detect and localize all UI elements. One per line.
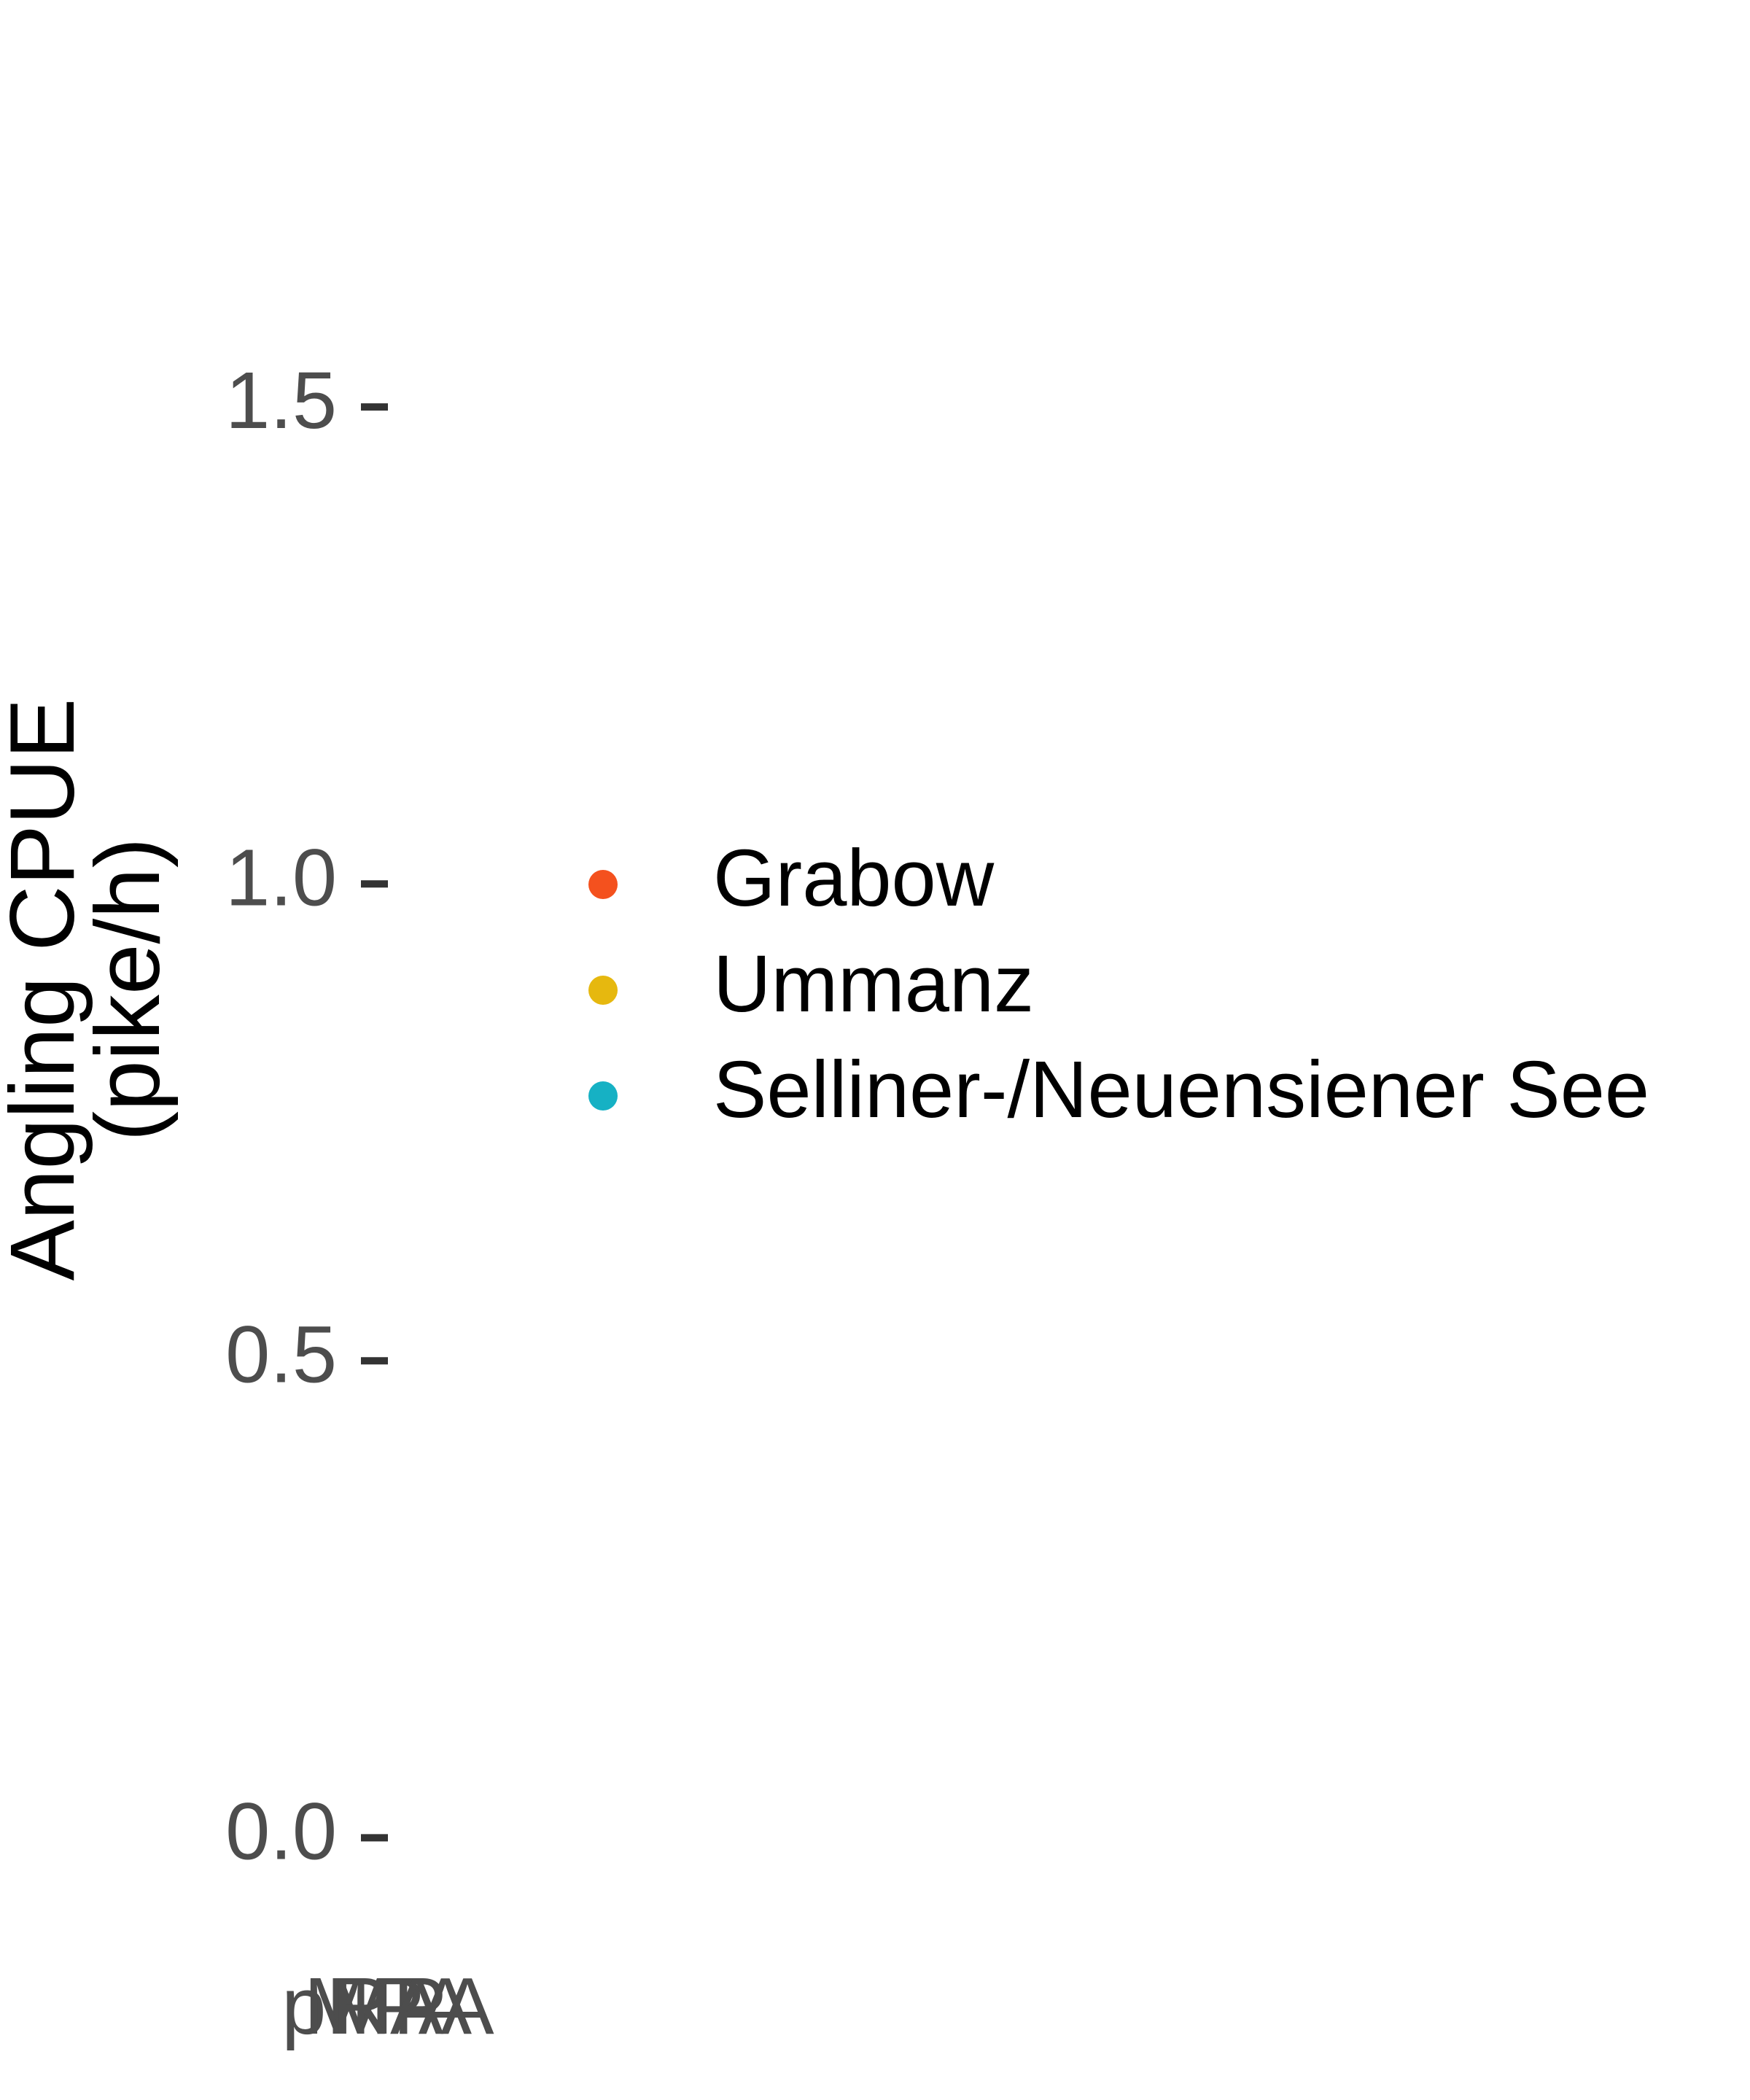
y-tick-label: 1.0 [225,833,337,922]
legend-label: Grabow [713,833,995,923]
y-axis-title-line: Angling CPUE [0,698,93,1280]
legend-label: Selliner-/Neuensiener See [713,1045,1649,1135]
legend-marker [588,976,618,1005]
y-axis-title: Angling CPUE (pike/h) [0,698,179,1280]
x-tick-label: pMPA [281,1961,494,2051]
y-tick-label: 1.5 [225,356,337,446]
legend-marker [588,870,618,899]
legend-marker [588,1081,618,1111]
x-tick-label: MPA [304,1961,472,2051]
y-axis-title-line: (pike/h) [77,838,179,1142]
x-tick-label: RA [332,1961,444,2051]
y-tick-label: 0.5 [225,1310,337,1399]
legend-label: Ummanz [713,939,1034,1029]
y-tick-label: 0.0 [225,1786,337,1876]
